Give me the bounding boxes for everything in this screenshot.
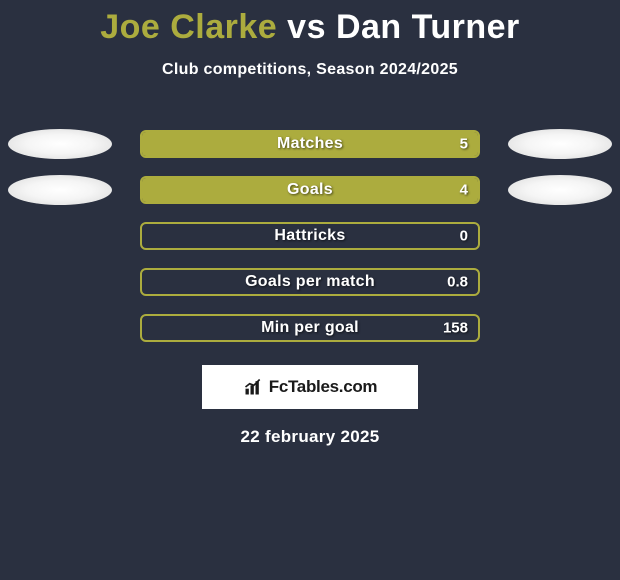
- stat-row: Goals per match 0.8: [0, 259, 620, 305]
- player2-name: Dan Turner: [336, 8, 520, 46]
- player1-avatar: [8, 129, 112, 159]
- player2-avatar: [508, 175, 612, 205]
- stat-value: 4: [460, 182, 468, 199]
- stat-label: Min per goal: [261, 319, 359, 337]
- comparison-card: Joe Clarke vs Dan Turner Club competitio…: [0, 0, 620, 447]
- stat-row: Min per goal 158: [0, 305, 620, 351]
- title-vs: vs: [287, 8, 326, 46]
- player1-name: Joe Clarke: [100, 8, 277, 46]
- stat-bar-track: Hattricks 0: [140, 222, 480, 250]
- stat-label: Matches: [277, 135, 343, 153]
- stat-row: Matches 5: [0, 121, 620, 167]
- stat-bar-track: Matches 5: [140, 130, 480, 158]
- stat-label: Goals per match: [245, 273, 375, 291]
- stat-row: Hattricks 0: [0, 213, 620, 259]
- stat-value: 158: [443, 320, 468, 337]
- player2-avatar: [508, 129, 612, 159]
- stat-label: Goals: [287, 181, 333, 199]
- page-title: Joe Clarke vs Dan Turner: [0, 8, 620, 47]
- stat-bar-track: Min per goal 158: [140, 314, 480, 342]
- player1-avatar: [8, 175, 112, 205]
- snapshot-date: 22 february 2025: [0, 427, 620, 447]
- brand-badge: FcTables.com: [202, 365, 418, 409]
- stat-value: 0: [460, 228, 468, 245]
- chart-icon: [243, 377, 263, 397]
- stat-bar-track: Goals per match 0.8: [140, 268, 480, 296]
- brand-text: FcTables.com: [269, 377, 378, 397]
- stat-label: Hattricks: [274, 227, 345, 245]
- stat-bar-track: Goals 4: [140, 176, 480, 204]
- stat-row: Goals 4: [0, 167, 620, 213]
- subtitle: Club competitions, Season 2024/2025: [0, 61, 620, 79]
- stat-rows: Matches 5 Goals 4 Hattricks 0 Goals per match 0…: [0, 121, 620, 351]
- stat-value: 5: [460, 136, 468, 153]
- stat-value: 0.8: [447, 274, 468, 291]
